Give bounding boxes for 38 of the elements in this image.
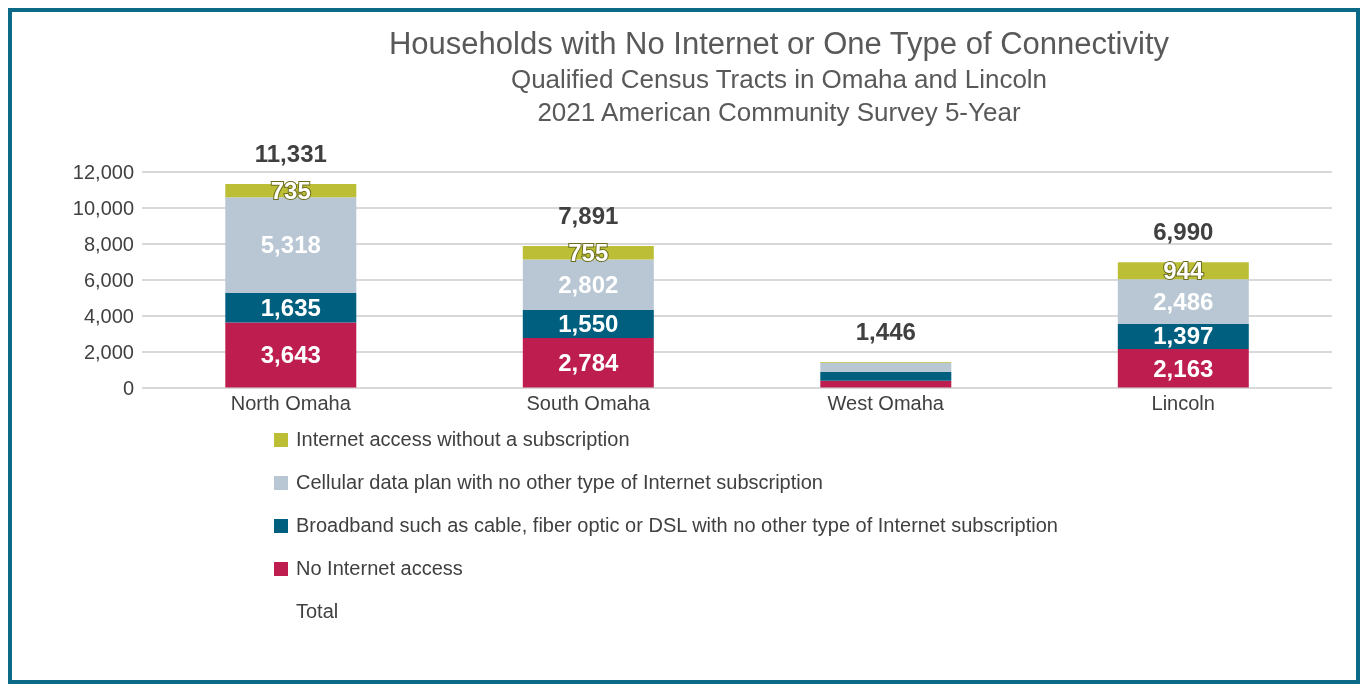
y-tick-label: 2,000	[83, 341, 134, 364]
bar	[1117, 279, 1249, 324]
data-label: 5,318	[260, 231, 321, 259]
text: Total	[295, 600, 340, 623]
data-label: 1,397	[1153, 322, 1214, 350]
data-label: 3,643	[260, 341, 321, 369]
legend-label: Cellular data plan with no other type of Internet subscription	[296, 471, 823, 494]
total-label: 6,990	[1153, 218, 1214, 246]
total-label: 11,331	[254, 140, 327, 168]
bar	[820, 362, 952, 372]
y-tick-label: 6,000	[83, 269, 134, 292]
total-label: 1,446	[855, 317, 916, 345]
legend-label: Broadband such as cable, fiber optic or DSL with no other type of Internet subscription	[296, 514, 1058, 537]
data-label: 735	[270, 176, 311, 204]
x-tick-label: South Omaha	[526, 392, 651, 415]
data-label: 2,163	[1153, 354, 1214, 382]
chart-title: Households with No Internet or One Type of Connectivity	[388, 26, 1170, 62]
y-tick-label: 10,000	[72, 197, 134, 220]
x-tick-label: Lincoln	[1151, 392, 1215, 415]
chart-subtitle: Qualified Census Tracts in Omaha and Lincoln 2021 American Community Survey 5-Year	[509, 64, 1049, 128]
y-tick-label: 0	[122, 377, 134, 400]
legend-label: Internet access without a subscription	[296, 428, 630, 451]
data-label: 2,802	[558, 270, 619, 298]
data-label: 2,486	[1153, 287, 1214, 315]
bar	[820, 371, 952, 381]
y-tick-label: 8,000	[83, 233, 134, 256]
data-label: 944	[1163, 256, 1204, 284]
x-tick-label: North Omaha	[230, 392, 352, 415]
data-label: 2,784	[558, 348, 619, 376]
legend-label: No Internet access	[296, 557, 463, 580]
y-tick-label: 4,000	[83, 305, 134, 328]
y-tick-label: 12,000	[72, 161, 134, 184]
total-label: 7,891	[558, 201, 619, 229]
data-label: 1,635	[260, 293, 321, 321]
bar	[225, 322, 357, 388]
data-label: 1,550	[558, 309, 619, 337]
data-label: 755	[568, 238, 609, 266]
x-tick-label: West Omaha	[827, 392, 945, 415]
